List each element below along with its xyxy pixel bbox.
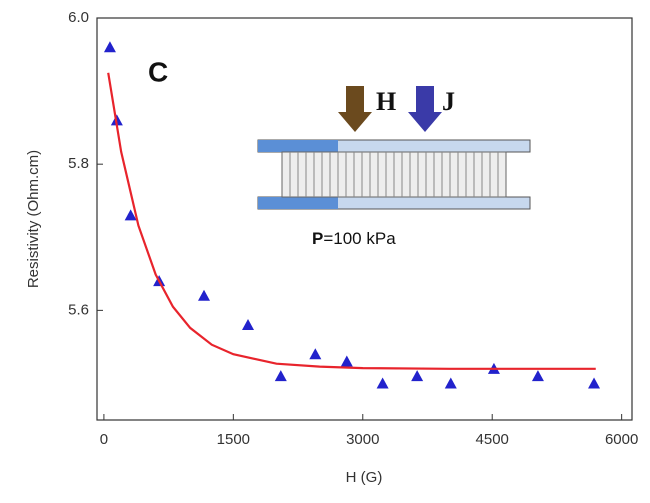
data-point [531, 370, 544, 382]
panel-label: C [148, 56, 168, 87]
data-point [198, 289, 210, 301]
data-point [274, 370, 287, 382]
x-tick-label: 0 [100, 431, 108, 448]
pressure-symbol: P [312, 229, 323, 248]
y-tick-label: 5.8 [68, 155, 89, 172]
inset-diagram [257, 86, 531, 210]
x-tick-label: 4500 [476, 431, 509, 448]
data-point [376, 377, 389, 389]
x-tick-label: 6000 [605, 431, 638, 448]
y-axis-label: Resistivity (Ohm.cm) [25, 150, 42, 288]
data-point [103, 41, 116, 53]
data-point [124, 209, 137, 221]
x-tick-label: 3000 [346, 431, 379, 448]
current-label: J [442, 87, 455, 116]
fit-curve [107, 72, 596, 370]
field-label: H [376, 87, 396, 116]
data-point [444, 377, 457, 389]
y-tick-label: 6.0 [68, 9, 89, 26]
plot-frame [96, 17, 633, 421]
data-point [411, 370, 424, 382]
data-point [340, 355, 353, 367]
data-point [588, 377, 601, 389]
data-point [309, 348, 322, 360]
x-axis-label: H (G) [346, 469, 383, 486]
pressure-value: =100 kPa [323, 229, 396, 248]
y-tick-label: 5.6 [68, 301, 89, 318]
pressure-label: P=100 kPa [312, 229, 396, 248]
x-tick-label: 1500 [217, 431, 250, 448]
data-point [242, 318, 255, 330]
